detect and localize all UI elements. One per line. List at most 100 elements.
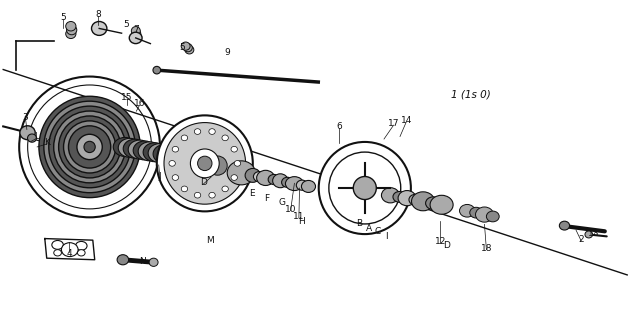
Ellipse shape — [195, 129, 201, 134]
Ellipse shape — [231, 175, 237, 180]
Ellipse shape — [208, 156, 227, 175]
Ellipse shape — [113, 137, 136, 156]
Text: D: D — [444, 241, 450, 250]
Ellipse shape — [198, 156, 212, 171]
Text: 2: 2 — [579, 235, 584, 244]
Ellipse shape — [68, 126, 111, 168]
Ellipse shape — [222, 186, 228, 192]
Text: 14: 14 — [401, 116, 412, 125]
Text: C: C — [374, 228, 381, 236]
Ellipse shape — [559, 221, 570, 230]
Text: 5: 5 — [124, 20, 129, 29]
Ellipse shape — [209, 192, 215, 198]
Ellipse shape — [44, 101, 136, 193]
Ellipse shape — [253, 172, 265, 182]
Text: F: F — [264, 194, 269, 203]
Ellipse shape — [231, 146, 237, 152]
Ellipse shape — [319, 142, 411, 234]
Ellipse shape — [20, 126, 35, 140]
Text: 3: 3 — [23, 113, 28, 122]
Ellipse shape — [460, 204, 475, 217]
Ellipse shape — [143, 143, 166, 162]
Ellipse shape — [52, 240, 63, 249]
Ellipse shape — [296, 180, 308, 190]
Text: B: B — [356, 219, 363, 228]
Text: 4: 4 — [67, 249, 72, 258]
Ellipse shape — [76, 241, 87, 250]
Text: 5: 5 — [60, 13, 65, 22]
Ellipse shape — [227, 161, 255, 185]
Ellipse shape — [209, 129, 215, 134]
Ellipse shape — [77, 250, 85, 256]
Text: D: D — [200, 178, 207, 187]
Text: 17: 17 — [388, 119, 399, 128]
Ellipse shape — [66, 21, 76, 31]
Ellipse shape — [191, 149, 219, 178]
Text: 11: 11 — [293, 212, 305, 221]
Ellipse shape — [117, 255, 129, 265]
Ellipse shape — [398, 191, 416, 206]
Ellipse shape — [426, 197, 441, 210]
Ellipse shape — [153, 144, 176, 163]
Text: 6: 6 — [337, 122, 342, 131]
Text: M: M — [206, 236, 214, 245]
Ellipse shape — [585, 231, 593, 238]
Ellipse shape — [157, 115, 253, 211]
Text: 5: 5 — [180, 43, 185, 52]
Ellipse shape — [172, 146, 179, 152]
Ellipse shape — [430, 195, 453, 214]
Text: G: G — [279, 198, 285, 207]
Text: 8: 8 — [95, 10, 100, 19]
Ellipse shape — [28, 134, 36, 142]
Ellipse shape — [409, 194, 422, 205]
Ellipse shape — [183, 44, 192, 52]
Ellipse shape — [273, 174, 288, 188]
Ellipse shape — [181, 186, 188, 192]
Text: H: H — [298, 217, 305, 226]
Ellipse shape — [194, 142, 242, 190]
Ellipse shape — [138, 142, 161, 161]
Ellipse shape — [118, 138, 141, 157]
Ellipse shape — [486, 211, 499, 222]
Ellipse shape — [129, 32, 142, 44]
Ellipse shape — [66, 29, 76, 39]
Text: 12: 12 — [435, 237, 446, 246]
Ellipse shape — [268, 174, 280, 185]
Ellipse shape — [49, 106, 131, 188]
Text: 7: 7 — [134, 25, 139, 34]
Ellipse shape — [124, 139, 147, 158]
Ellipse shape — [412, 192, 435, 211]
Ellipse shape — [158, 145, 181, 164]
Ellipse shape — [181, 42, 190, 50]
Ellipse shape — [61, 243, 78, 257]
Ellipse shape — [353, 177, 376, 199]
Text: 15: 15 — [121, 93, 132, 101]
Text: I: I — [385, 232, 388, 241]
Ellipse shape — [185, 46, 194, 54]
Ellipse shape — [245, 168, 260, 182]
Text: 18: 18 — [481, 244, 492, 252]
Ellipse shape — [92, 21, 107, 35]
Ellipse shape — [169, 161, 175, 166]
Ellipse shape — [54, 111, 125, 183]
Text: 13: 13 — [588, 229, 600, 238]
Ellipse shape — [301, 180, 316, 192]
Text: L: L — [35, 132, 40, 141]
Ellipse shape — [381, 188, 399, 203]
Ellipse shape — [285, 177, 303, 191]
Ellipse shape — [186, 134, 249, 197]
Ellipse shape — [222, 135, 228, 141]
Text: N: N — [139, 257, 145, 266]
Ellipse shape — [39, 96, 140, 198]
Ellipse shape — [77, 134, 102, 160]
Text: A: A — [365, 224, 372, 233]
Ellipse shape — [172, 175, 179, 180]
Ellipse shape — [128, 140, 151, 159]
Ellipse shape — [149, 258, 158, 266]
Text: 10: 10 — [285, 205, 296, 214]
Ellipse shape — [63, 121, 116, 173]
Ellipse shape — [131, 32, 140, 41]
Ellipse shape — [164, 123, 246, 204]
Ellipse shape — [84, 141, 95, 153]
Text: 1 (1s 0): 1 (1s 0) — [451, 90, 490, 100]
